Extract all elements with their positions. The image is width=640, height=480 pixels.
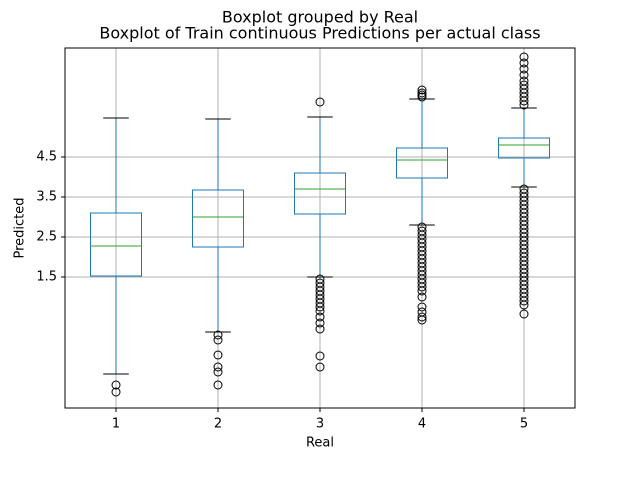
y-tick-label: 4.5 (36, 150, 57, 165)
outlier (519, 100, 529, 110)
outlier (315, 97, 325, 107)
outlier (213, 362, 223, 372)
chart-title: Boxplot of Train continuous Predictions … (99, 24, 540, 43)
outlier (111, 380, 121, 390)
outlier (417, 315, 427, 325)
outlier (213, 350, 223, 360)
y-tick-label: 2.5 (36, 230, 57, 245)
outlier (315, 302, 325, 312)
plot-marks (90, 52, 550, 397)
outlier (519, 52, 529, 62)
box (294, 172, 346, 215)
outlier (519, 58, 529, 68)
x-tick-label: 5 (520, 417, 528, 432)
outlier (315, 362, 325, 372)
outlier (315, 324, 325, 334)
outlier (417, 292, 427, 302)
outlier (213, 330, 223, 340)
outlier (315, 318, 325, 328)
outlier (519, 300, 529, 310)
x-tick-label: 2 (214, 417, 222, 432)
outlier (111, 387, 121, 397)
y-axis-label: Predicted (13, 197, 28, 258)
outlier (417, 282, 427, 292)
outlier (519, 70, 529, 80)
box (498, 137, 550, 159)
outlier (519, 296, 529, 306)
outlier (417, 312, 427, 322)
outlier (315, 312, 325, 322)
outlier (417, 286, 427, 296)
x-axis-label: Real (306, 436, 334, 451)
outlier (519, 96, 529, 106)
outlier (417, 92, 427, 102)
box (396, 147, 448, 179)
outlier (315, 306, 325, 316)
outlier (417, 302, 427, 312)
outlier (417, 85, 427, 95)
box (90, 212, 142, 277)
x-tick-label: 3 (316, 417, 324, 432)
box (192, 189, 244, 248)
x-tick-label: 1 (112, 417, 120, 432)
y-tick-label: 3.5 (36, 190, 57, 205)
y-tick-label: 1.5 (36, 270, 57, 285)
outlier (519, 64, 529, 74)
outlier (519, 309, 529, 319)
outlier (213, 367, 223, 377)
outlier (213, 335, 223, 345)
outlier (213, 380, 223, 390)
outlier (315, 351, 325, 361)
x-tick-label: 4 (418, 417, 426, 432)
chart-suptitle: Boxplot grouped by Real (222, 8, 418, 27)
